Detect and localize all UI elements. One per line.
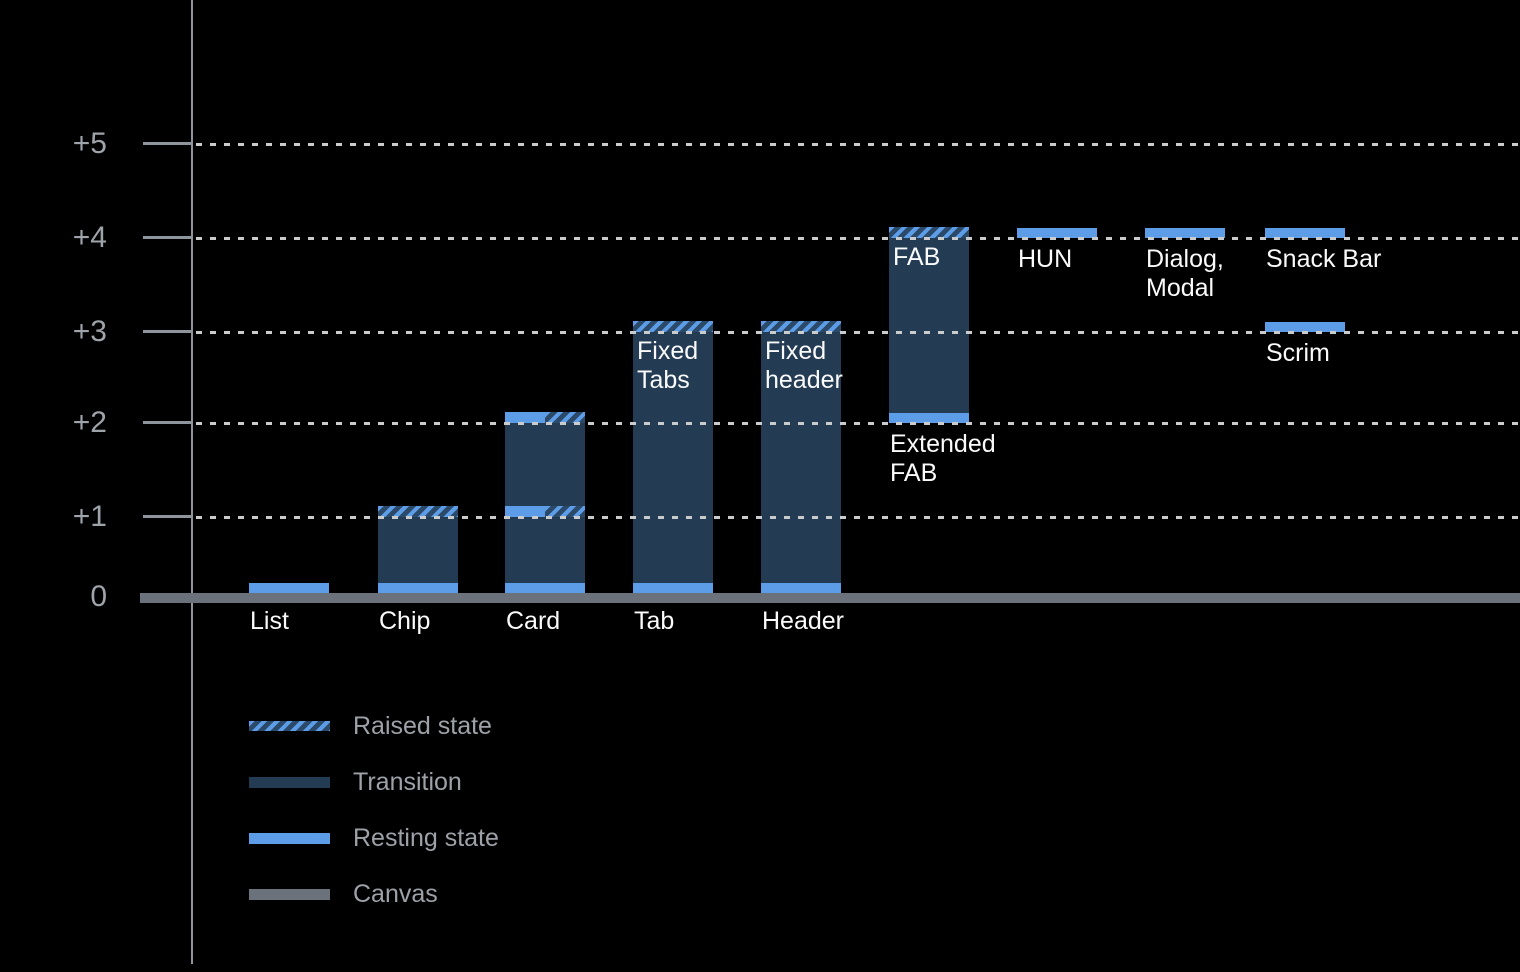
legend-item-canvas: Canvas [249, 866, 499, 922]
x-label-header: Header [762, 607, 844, 635]
y-tick-3 [143, 330, 193, 333]
resting-strip-dialog-modal-l4 [1145, 228, 1225, 238]
legend-item-transition: Transition [249, 754, 499, 810]
canvas-swatch-icon [249, 888, 330, 900]
legend-label: Canvas [353, 879, 438, 908]
inner-label-header: Fixed header [765, 337, 843, 394]
inner-label-tab: Fixed Tabs [637, 337, 699, 394]
x-label-chip: Chip [379, 607, 431, 635]
inner-label-fab: FAB [893, 243, 941, 271]
resting-strip-list-l0 [249, 583, 329, 593]
legend-item-raised-state: Raised state [249, 698, 499, 754]
x-label-card: Card [506, 607, 561, 635]
resting-strip-snack-bar-l4 [1265, 228, 1345, 238]
below-label-hun: HUN [1018, 245, 1073, 273]
resting-state-swatch-icon [249, 832, 330, 844]
resting-strip-chip-l0 [378, 583, 458, 593]
raised-band-header-l3 [761, 321, 841, 332]
below-label-snack-bar: Snack Bar [1266, 245, 1382, 273]
legend-item-resting-state: Resting state [249, 810, 499, 866]
legend-label: Transition [353, 767, 462, 796]
gridline-4 [196, 237, 1520, 240]
bar-header [761, 332, 841, 593]
canvas-baseline [140, 593, 1520, 603]
gridline-3 [196, 331, 1520, 334]
gridline-2 [196, 422, 1520, 425]
resting-band-card-l1 [505, 506, 545, 517]
legend-label: Raised state [353, 711, 492, 740]
y-axis-label-2: +2 [72, 406, 107, 439]
resting-strip-scrim-l3 [1265, 322, 1345, 332]
below-label-scrim: Scrim [1266, 339, 1330, 367]
y-tick-1 [143, 515, 193, 518]
y-tick-5 [143, 142, 193, 145]
bar-chip [378, 517, 458, 593]
transition-swatch-icon [249, 776, 330, 788]
gridline-5 [196, 143, 1520, 146]
y-axis-label-5: +5 [72, 127, 107, 160]
legend: Raised state Transition Resting state Ca… [249, 698, 499, 922]
x-label-list: List [250, 607, 289, 635]
resting-strip-hun-l4 [1017, 228, 1097, 238]
raised-band-tab-l3 [633, 321, 713, 332]
bar-fab [889, 238, 969, 423]
y-axis-label-1: +1 [72, 500, 107, 533]
raised-band-fab-l4 [889, 227, 969, 238]
raised-state-swatch-icon [249, 721, 330, 731]
raised-band-card-l2 [545, 412, 585, 423]
resting-band-card-l2 [505, 412, 545, 423]
legend-label: Resting state [353, 823, 499, 852]
below-label-dialog-modal: Dialog, Modal [1146, 245, 1224, 302]
y-axis-line [191, 0, 193, 964]
raised-band-chip-l1 [378, 506, 458, 517]
raised-band-card-l1 [545, 506, 585, 517]
y-axis-label-0: 0 [90, 580, 107, 613]
resting-strip-fab-l2 [889, 413, 969, 423]
resting-strip-tab-l0 [633, 583, 713, 593]
y-axis-label-3: +3 [72, 315, 107, 348]
y-tick-2 [143, 421, 193, 424]
bar-tab [633, 332, 713, 593]
gridline-1 [196, 516, 1520, 519]
below-label-fab: Extended FAB [890, 430, 996, 487]
x-label-tab: Tab [634, 607, 675, 635]
resting-strip-header-l0 [761, 583, 841, 593]
resting-strip-card-l0 [505, 583, 585, 593]
y-axis-label-4: +4 [72, 221, 107, 254]
y-tick-4 [143, 236, 193, 239]
